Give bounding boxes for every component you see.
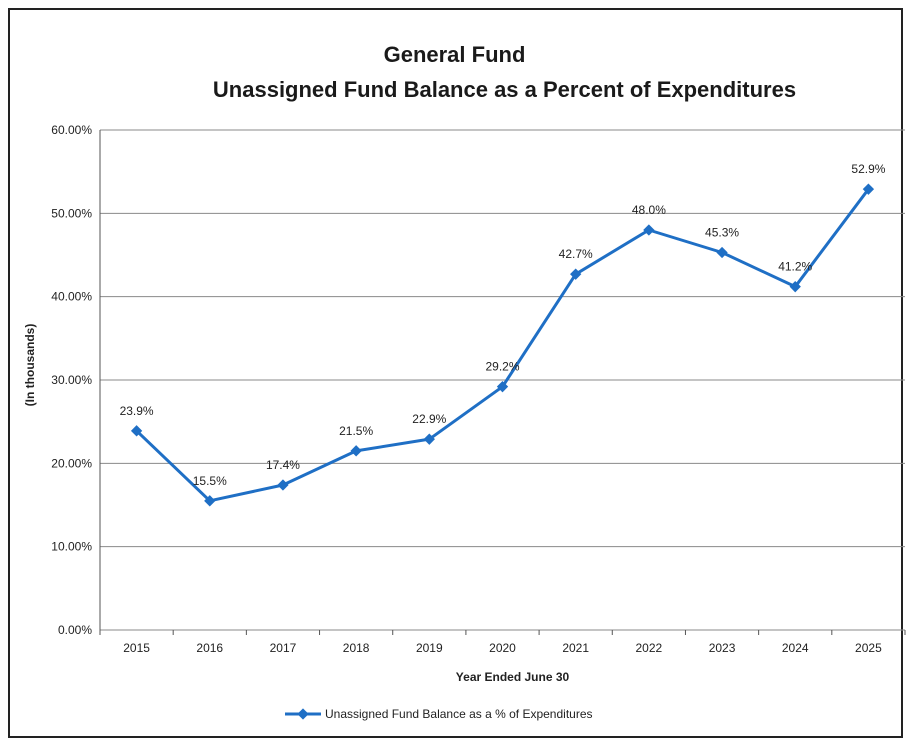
x-tick-label: 2023 [709,641,736,655]
x-tick-label: 2019 [416,641,443,655]
data-label: 48.0% [632,203,666,217]
data-label: 41.2% [778,260,812,274]
data-label: 21.5% [339,424,373,438]
legend: Unassigned Fund Balance as a % of Expend… [285,707,593,721]
x-tick-label: 2022 [636,641,663,655]
data-point [570,268,582,280]
data-label: 23.9% [120,404,154,418]
data-point [423,433,435,445]
data-point [350,445,362,457]
data-label: 17.4% [266,458,300,472]
data-label: 29.2% [485,360,519,374]
data-point [496,381,509,393]
series-line [135,188,870,503]
data-point [789,281,801,293]
legend-marker-icon [285,708,321,720]
x-tick-label: 2018 [343,641,370,655]
x-tick-label: 2024 [782,641,809,655]
data-label: 52.9% [851,162,885,176]
y-tick-label: 40.00% [51,290,92,304]
x-tick-label: 2017 [270,641,297,655]
y-tick-label: 30.00% [51,373,92,387]
y-tick-label: 60.00% [51,123,92,137]
y-tick-label: 20.00% [51,456,92,470]
y-axis-title: (In thousands) [23,324,37,407]
x-tick-label: 2015 [123,641,150,655]
x-tick-label: 2020 [489,641,516,655]
data-point [130,425,143,437]
x-tick-label: 2021 [562,641,589,655]
y-tick-label: 10.00% [51,540,92,554]
y-tick-label: 50.00% [51,206,92,220]
chart-title-line1: General Fund [383,42,526,67]
x-axis-title: Year Ended June 30 [456,670,570,684]
legend-label: Unassigned Fund Balance as a % of Expend… [325,707,593,721]
x-tick-label: 2025 [855,641,882,655]
y-tick-label: 0.00% [58,623,92,637]
x-tick-label: 2016 [196,641,223,655]
data-label: 22.9% [412,412,446,426]
data-label: 42.7% [559,247,593,261]
data-label: 45.3% [705,226,739,240]
data-point [204,495,216,507]
data-point [862,183,875,195]
data-point [716,246,728,259]
chart-title-line2: Unassigned Fund Balance as a Percent of … [212,77,797,102]
data-point [277,479,289,491]
data-label: 15.5% [193,474,227,488]
data-point [643,224,655,236]
